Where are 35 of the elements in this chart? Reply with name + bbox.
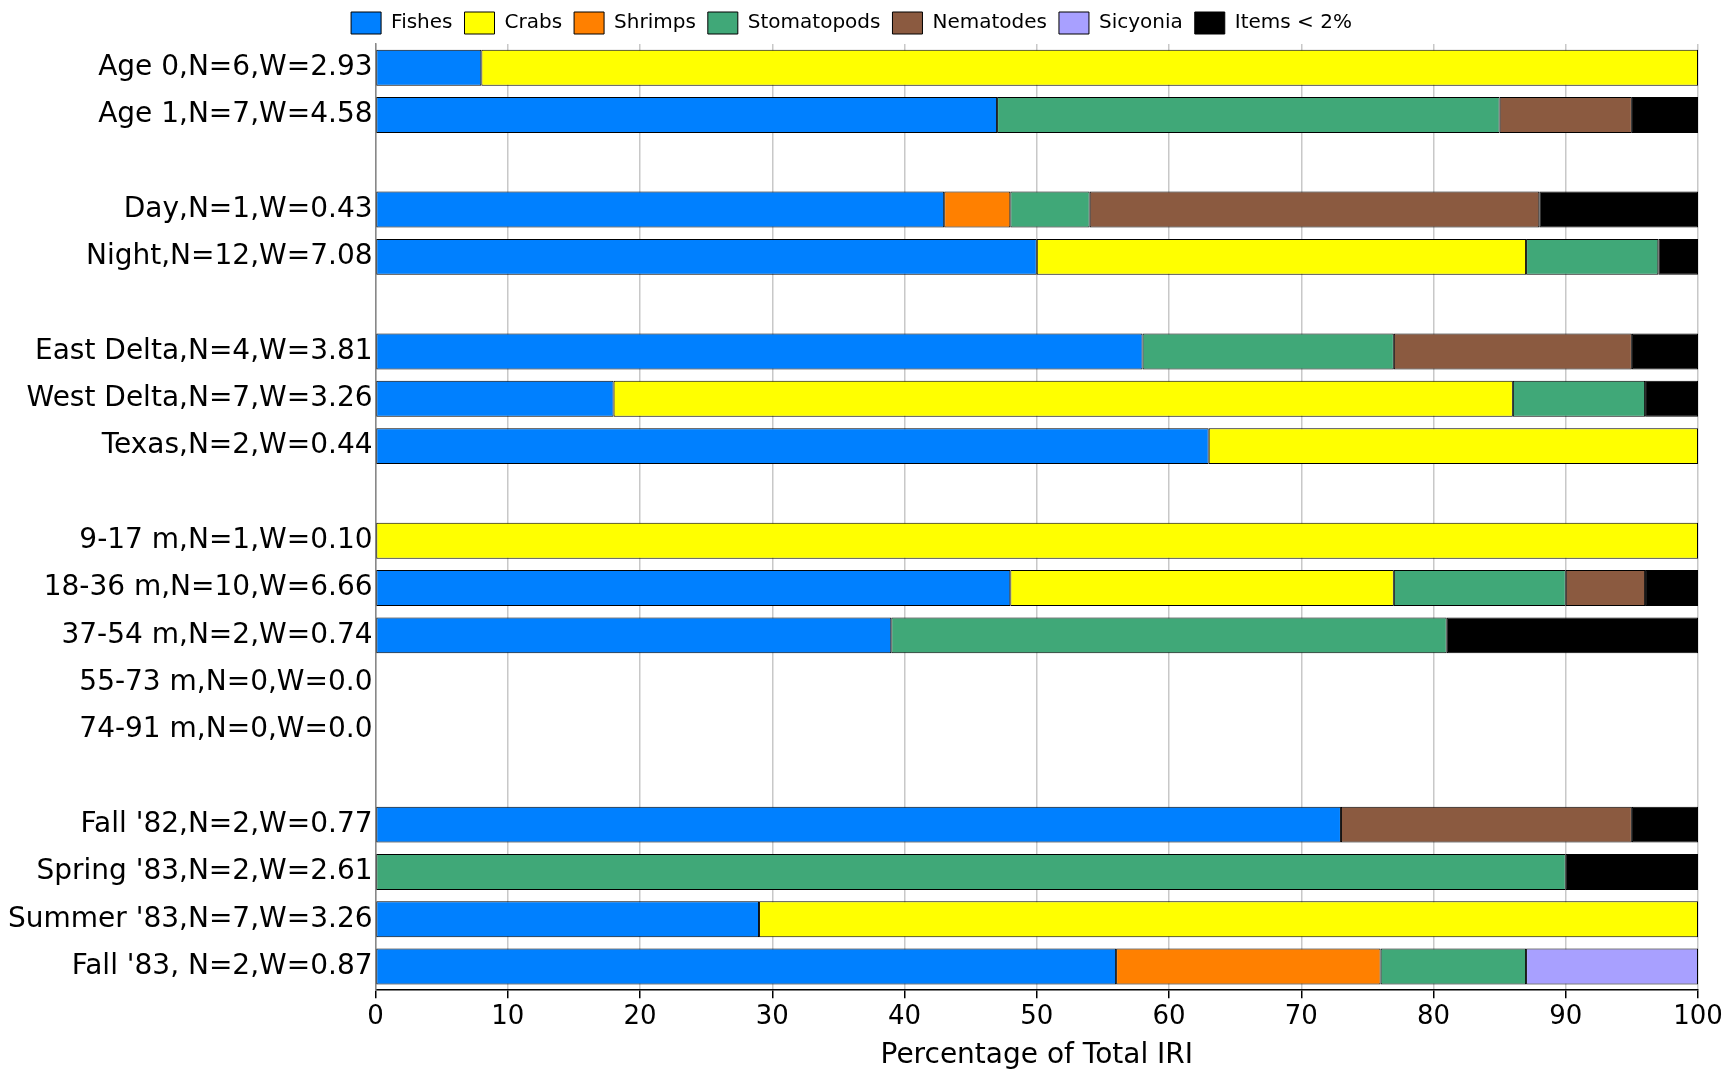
- y-tick-label: Fall '83, N=2,W=0.87: [71, 947, 373, 981]
- x-tick-label: 30: [755, 999, 789, 1030]
- y-tick-label: Summer '83,N=7,W=3.26: [8, 900, 373, 934]
- y-tick-label: 74-91 m,N=0,W=0.0: [79, 711, 373, 745]
- x-tick-label: 80: [1416, 999, 1451, 1030]
- x-tick-label: 20: [623, 999, 657, 1030]
- x-tick-label: 60: [1152, 999, 1186, 1030]
- y-tick-label: Age 0,N=6,W=2.93: [98, 48, 373, 82]
- x-tick-label: 0: [367, 999, 384, 1030]
- x-tick-label: 40: [887, 999, 922, 1030]
- y-tick-label: Spring '83,N=2,W=2.61: [36, 853, 373, 887]
- x-tick-label: 10: [491, 999, 525, 1030]
- y-tick-label: Day,N=1,W=0.43: [123, 190, 373, 224]
- y-tick-label: 9-17 m,N=1,W=0.10: [79, 522, 373, 556]
- legend-label: Nematodes: [932, 9, 1047, 34]
- y-tick-label: Texas,N=2,W=0.44: [100, 427, 373, 461]
- y-tick-label: 18-36 m,N=10,W=6.66: [43, 569, 373, 603]
- x-tick-label: 100: [1673, 999, 1723, 1030]
- y-tick-label: West Delta,N=7,W=3.26: [26, 380, 373, 414]
- legend-label: Crabs: [504, 9, 563, 34]
- legend-label: Stomatopods: [747, 9, 881, 34]
- y-tick-label: Age 1,N=7,W=4.58: [98, 96, 373, 130]
- legend-label: Fishes: [391, 9, 453, 34]
- x-tick-label: 70: [1284, 999, 1318, 1030]
- legend-label: Items < 2%: [1234, 9, 1352, 34]
- y-tick-label: 55-73 m,N=0,W=0.0: [79, 663, 373, 697]
- y-tick-label: East Delta,N=4,W=3.81: [35, 332, 373, 366]
- x-tick-label: 50: [1020, 999, 1054, 1030]
- y-tick-label: Fall '82,N=2,W=0.77: [80, 805, 373, 839]
- y-tick-label: 37-54 m,N=2,W=0.74: [61, 616, 373, 650]
- x-axis-title: Percentage of Total IRI: [880, 1037, 1194, 1071]
- legend-label: Sicyonia: [1098, 9, 1183, 34]
- x-tick-label: 90: [1549, 999, 1583, 1030]
- legend-label: Shrimps: [614, 9, 696, 34]
- y-tick-label: Night,N=12,W=7.08: [85, 238, 373, 272]
